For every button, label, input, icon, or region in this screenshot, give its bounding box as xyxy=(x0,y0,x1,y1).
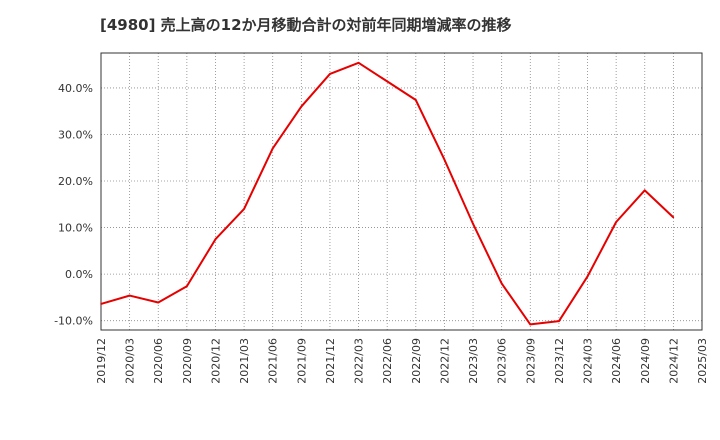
axis-layer xyxy=(100,52,703,331)
x-tick-label: 2020/06 xyxy=(152,338,165,384)
x-tick-label: 2022/06 xyxy=(381,338,394,384)
x-tick-label: 2021/09 xyxy=(295,338,308,384)
chart-title: [4980] 売上高の12か月移動合計の対前年同期増減率の推移 xyxy=(100,16,512,34)
x-tick-label: 2024/09 xyxy=(639,338,652,384)
data-point xyxy=(672,216,675,219)
data-point xyxy=(586,275,589,278)
data-point xyxy=(643,189,646,192)
data-point xyxy=(300,105,303,108)
data-point xyxy=(271,147,274,150)
x-tick-label: 2024/03 xyxy=(582,338,595,384)
y-tick-label: 40.0% xyxy=(58,82,93,95)
y-tick-label: -10.0% xyxy=(54,315,93,328)
label-layer: -10.0% 0.0% 10.0% 20.0% 30.0% 40.0% 2019/12 202… xyxy=(54,82,709,384)
x-tick-label: 2025/03 xyxy=(696,338,709,384)
data-point xyxy=(100,303,102,305)
x-tick-label: 2023/03 xyxy=(467,338,480,384)
x-tick-label: 2021/12 xyxy=(324,338,337,384)
data-point xyxy=(186,285,188,288)
data-point xyxy=(415,99,417,101)
x-tick-label: 2024/06 xyxy=(610,338,623,384)
x-tick-label: 2024/12 xyxy=(667,338,680,384)
series-line xyxy=(100,61,675,326)
x-tick-label: 2023/06 xyxy=(496,338,509,384)
x-tick-label: 2021/06 xyxy=(267,338,280,384)
grid-layer xyxy=(100,53,703,330)
data-point xyxy=(443,158,446,161)
x-tick-label: 2019/12 xyxy=(95,338,108,384)
x-tick-label: 2021/03 xyxy=(238,338,251,384)
x-tick-label: 2023/09 xyxy=(524,338,537,384)
data-point xyxy=(329,73,331,75)
data-point xyxy=(558,320,560,322)
data-point xyxy=(243,208,245,210)
data-point xyxy=(386,80,388,83)
data-point xyxy=(615,221,617,223)
data-point xyxy=(357,61,360,64)
data-point xyxy=(128,294,131,297)
plot-frame xyxy=(100,52,703,331)
y-tick-label: 0.0% xyxy=(65,268,93,281)
x-tick-label: 2022/12 xyxy=(438,338,451,384)
y-tick-label: 20.0% xyxy=(58,175,93,188)
data-point xyxy=(157,301,160,304)
x-tick-label: 2022/09 xyxy=(410,338,423,384)
data-point xyxy=(529,323,532,326)
data-point xyxy=(472,223,474,225)
y-tick-label: 10.0% xyxy=(58,222,93,235)
x-tick-label: 2023/12 xyxy=(553,338,566,384)
data-point xyxy=(500,282,503,285)
series-layer xyxy=(100,61,675,326)
x-tick-label: 2020/03 xyxy=(124,338,137,384)
x-tick-label: 2020/12 xyxy=(209,338,222,384)
y-tick-label: 30.0% xyxy=(58,128,93,141)
x-tick-label: 2020/09 xyxy=(181,338,194,384)
x-tick-label: 2022/03 xyxy=(353,338,366,384)
data-point xyxy=(214,238,217,241)
